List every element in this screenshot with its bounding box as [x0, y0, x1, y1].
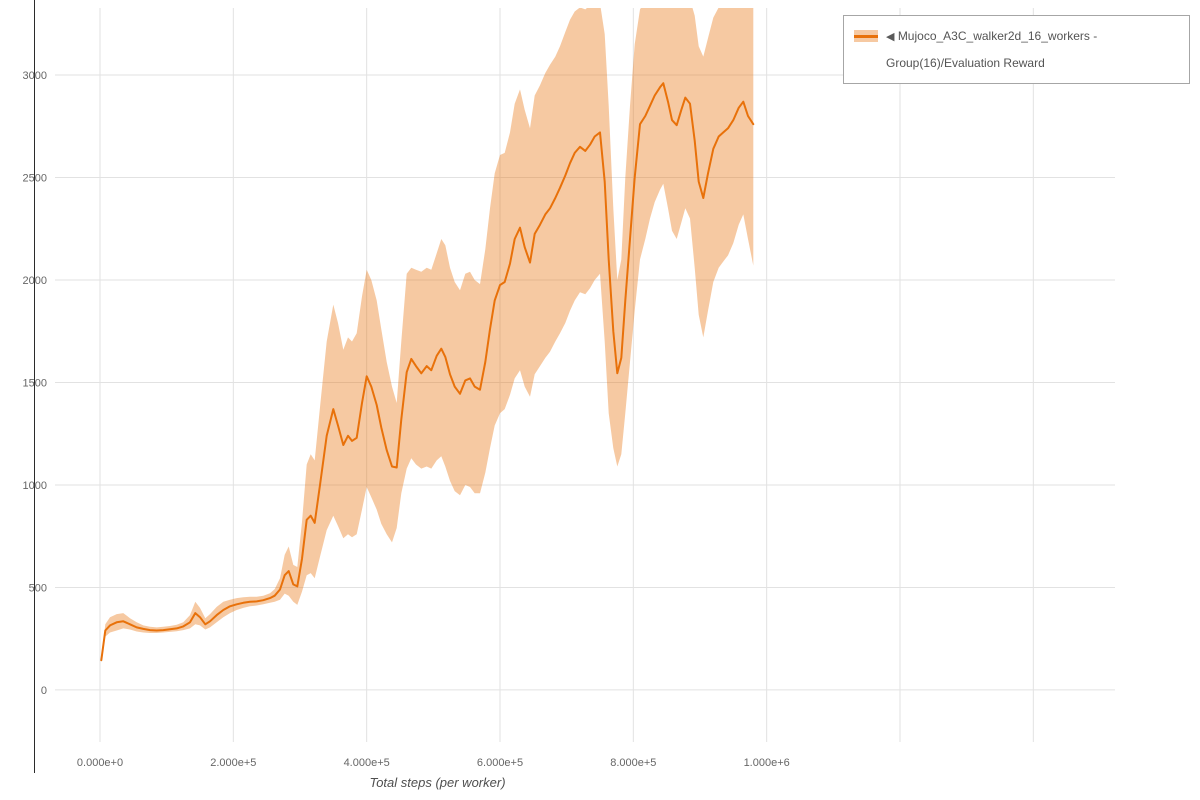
- legend[interactable]: ◀ Mujoco_A3C_walker2d_16_workers - Group…: [843, 15, 1190, 84]
- y-tick-label: 1500: [23, 377, 47, 389]
- x-tick-label: 6.000e+5: [477, 757, 523, 769]
- legend-series-name: Mujoco_A3C_walker2d_16_workers - Group(1…: [886, 29, 1098, 70]
- x-tick-label: 8.000e+5: [610, 757, 656, 769]
- y-tick-label: 1000: [23, 480, 47, 492]
- x-axis-title: Total steps (per worker): [369, 775, 506, 790]
- legend-swatch-line: [854, 34, 878, 38]
- legend-swatch-band: [854, 30, 878, 42]
- x-tick-label: 0.000e+0: [77, 757, 123, 769]
- confidence-band: [101, 8, 754, 662]
- y-tick-label: 0: [41, 685, 47, 697]
- x-tick-label: 1.000e+6: [744, 757, 790, 769]
- mean-line: [100, 82, 755, 662]
- y-tick-label: 500: [29, 582, 47, 594]
- y-tick-label: 2000: [23, 275, 47, 287]
- legend-label: ◀ Mujoco_A3C_walker2d_16_workers - Group…: [886, 23, 1179, 76]
- x-tick-label: 4.000e+5: [344, 757, 390, 769]
- y-tick-label: 3000: [23, 70, 47, 82]
- legend-collapse-icon[interactable]: ◀: [886, 31, 895, 43]
- x-tick-label: 2.000e+5: [210, 757, 256, 769]
- y-tick-label: 2500: [23, 173, 47, 185]
